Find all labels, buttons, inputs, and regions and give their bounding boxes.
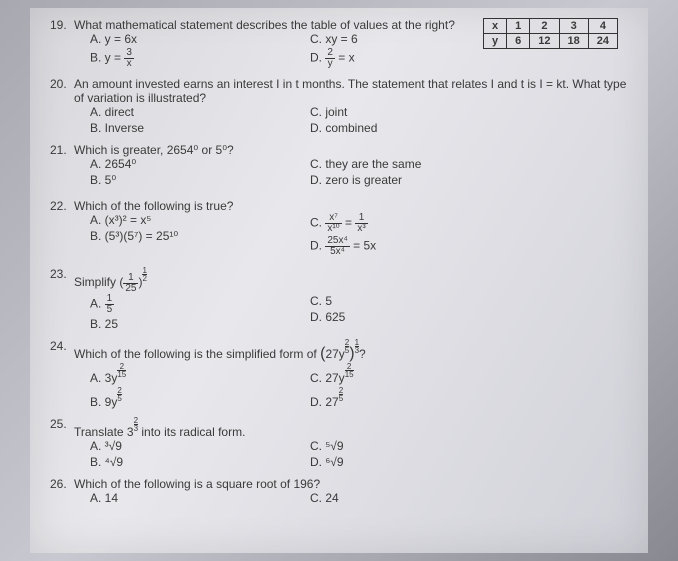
option-d: D. 625 [310,310,490,324]
fraction-den: 25 [123,284,138,294]
table-cell: 6 [507,34,530,49]
fraction-den: 5 [105,305,115,315]
question-text: Simplify (125)12 [74,267,628,294]
option-d: D. 25x⁴5x⁴ = 5x [310,236,490,257]
option-c: C. 27y215 [310,363,490,385]
option-c: C. xy = 6 [310,32,490,46]
option-text: B. 9y [90,395,117,409]
question-number: 23. [50,267,74,281]
question-text-part: Which of the following is the simplified… [74,347,320,361]
option-a: A. 14 [90,491,310,505]
question-text-part: Simplify [74,275,119,289]
worksheet-paper: x 1 2 3 4 y 6 12 18 24 19. What mathemat… [30,8,648,553]
question-text: An amount invested earns an interest I i… [74,77,628,105]
question-text-part: into its radical form. [138,425,245,439]
option-text: D. [310,51,325,65]
fraction-den: y [325,59,335,69]
question-number: 26. [50,477,74,491]
table-cell: 4 [588,19,617,34]
question-22: 22. Which of the following is true? A. (… [50,199,628,259]
question-number: 24. [50,339,74,353]
exp-den: 5 [117,395,121,402]
option-b: B. y = 3x [90,48,310,69]
option-b: B. (5³)(5⁷) = 25¹⁰ [90,229,310,243]
table-cell: 3 [559,19,588,34]
fraction-den: 5x⁴ [325,247,349,257]
question-23: 23. Simplify (125)12 A. 15 B. 25 C. 5 D.… [50,267,628,333]
option-text: = [342,216,356,230]
option-c: C. 5 [310,294,490,308]
option-text: C. 27y [310,371,345,385]
table-cell: 12 [530,34,559,49]
question-19: x 1 2 3 4 y 6 12 18 24 19. What mathemat… [50,18,628,71]
option-d: D. 2725 [310,387,490,409]
question-20: 20. An amount invested earns an interest… [50,77,628,137]
question-text: Which of the following is a square root … [74,477,628,491]
option-a: A. (x³)² = x⁵ [90,213,310,227]
fraction-num: 1 [105,294,115,305]
question-text: Which is greater, 2654⁰ or 5⁰? [74,143,628,157]
fraction-den: x¹⁰ [325,224,341,234]
option-text: C. [310,216,325,230]
option-d: D. 2y = x [310,48,490,69]
option-text: A. [90,296,105,310]
option-b: B. 9y25 [90,387,310,409]
table-cell: x [484,19,507,34]
question-number: 20. [50,77,74,91]
option-c: C. joint [310,105,490,119]
question-25: 25. Translate 323 into its radical form.… [50,417,628,471]
option-d: D. combined [310,121,490,135]
exp-den: 15 [117,371,126,378]
question-text: Which of the following is the simplified… [74,339,628,363]
question-text-part: ? [359,347,366,361]
option-text: = x [335,51,355,65]
question-21: 21. Which is greater, 2654⁰ or 5⁰? A. 26… [50,143,628,189]
question-number: 25. [50,417,74,431]
option-c: C. 24 [310,491,490,505]
option-b: B. ⁴√9 [90,455,310,469]
question-number: 21. [50,143,74,157]
option-a: A. y = 6x [90,32,310,46]
table-cell: 1 [507,19,530,34]
option-text: B. y = [90,51,124,65]
option-text: D. [310,239,325,253]
base: 27y [325,347,344,361]
option-c: C. x⁷x¹⁰ = 1x³ [310,213,490,234]
question-text: Which of the following is true? [74,199,628,213]
question-number: 19. [50,18,74,32]
option-d: D. ⁶√9 [310,455,490,469]
option-a: A. 3y215 [90,363,310,385]
fraction-den: x [124,59,134,69]
option-text: A. 3y [90,371,117,385]
option-a: A. 15 [90,294,310,315]
data-table: x 1 2 3 4 y 6 12 18 24 [483,18,618,49]
option-c: C. they are the same [310,157,490,171]
option-b: B. Inverse [90,121,310,135]
question-26: 26. Which of the following is a square r… [50,477,628,507]
option-c: C. ⁵√9 [310,439,490,453]
option-b: B. 5⁰ [90,173,310,187]
question-number: 22. [50,199,74,213]
option-text: D. 27 [310,395,339,409]
option-b: B. 25 [90,317,310,331]
fraction-num: 1 [123,273,138,284]
question-text: Translate 323 into its radical form. [74,417,628,439]
option-d: D. zero is greater [310,173,490,187]
option-a: A. direct [90,105,310,119]
table-cell: 18 [559,34,588,49]
exp-den: 5 [339,395,343,402]
option-a: A. ³√9 [90,439,310,453]
question-24: 24. Which of the following is the simpli… [50,339,628,412]
option-a: A. 2654⁰ [90,157,310,171]
exp-den: 2 [142,275,146,282]
exp-den: 15 [345,371,354,378]
question-text-part: Translate 3 [74,425,134,439]
fraction-den: x³ [355,224,367,234]
table-cell: y [484,34,507,49]
table-cell: 2 [530,19,559,34]
table-cell: 24 [588,34,617,49]
option-text: = 5x [350,239,376,253]
